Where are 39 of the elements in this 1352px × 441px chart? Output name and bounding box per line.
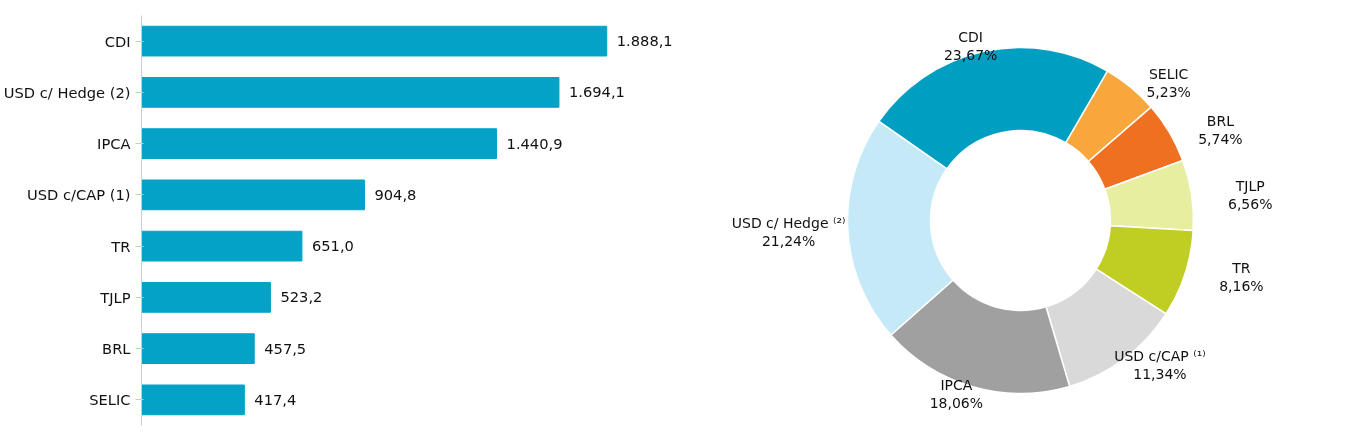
bar	[141, 230, 303, 262]
bar	[141, 128, 498, 159]
y-tick-label: BRL	[102, 340, 132, 358]
data-label: 5,23%	[1146, 83, 1191, 100]
data-label: 8,16%	[1219, 278, 1264, 295]
slice-label: USD c/CAP ⁽¹⁾	[1114, 348, 1206, 365]
slice-label: USD c/ Hedge ⁽²⁾	[731, 214, 846, 231]
data-label: 651,0	[311, 237, 354, 255]
y-tick-label: IPCA	[97, 135, 131, 153]
data-label: 904,8	[374, 185, 417, 203]
y-tick-label: USD c/ Hedge (2)	[3, 83, 131, 101]
slice-label: TR	[1231, 260, 1251, 277]
slice-label: BRL	[1206, 112, 1235, 129]
data-label: 5,74%	[1198, 130, 1243, 147]
y-tick-label: CDI	[104, 32, 131, 50]
data-label: 1.694,1	[568, 83, 625, 101]
y-tick-label: TJLP	[99, 288, 131, 306]
y-tick-label: USD c/CAP (1)	[27, 186, 131, 204]
bar	[141, 25, 608, 57]
data-label: 1.440,9	[506, 134, 563, 152]
data-label: 21,24%	[761, 232, 816, 249]
data-label: 18,06%	[929, 395, 984, 412]
data-label: 11,34%	[1133, 366, 1187, 383]
bar	[141, 333, 255, 364]
y-tick-label: SELIC	[89, 391, 131, 409]
slice-label: SELIC	[1148, 65, 1189, 82]
data-label: 1.888,1	[616, 32, 673, 50]
slice-label: TJLP	[1234, 177, 1265, 194]
slice-label: CDI	[958, 28, 983, 45]
slice-label: IPCA	[940, 377, 973, 394]
y-tick-label: TR	[110, 237, 131, 255]
bar	[141, 179, 365, 211]
data-label: 523,2	[280, 288, 323, 306]
bar	[141, 77, 560, 108]
data-label: 457,5	[264, 339, 307, 357]
data-label: 6,56%	[1227, 195, 1273, 212]
bar	[141, 282, 271, 313]
data-label: 417,4	[254, 390, 297, 408]
bar	[141, 384, 245, 416]
